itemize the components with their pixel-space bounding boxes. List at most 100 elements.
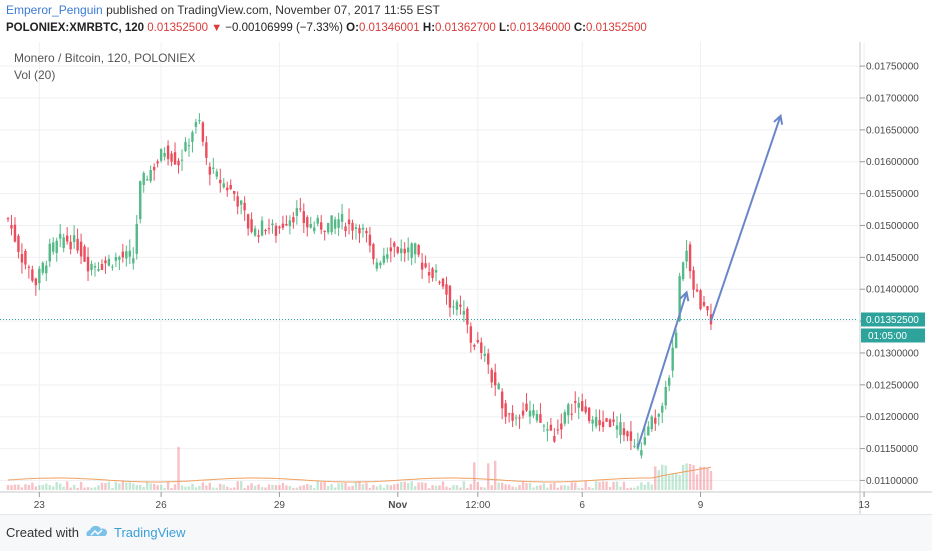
- candle-body: [410, 243, 413, 258]
- candle-body: [699, 290, 702, 310]
- volume-bar: [306, 484, 309, 490]
- open-value: 0.01346001: [358, 22, 420, 34]
- candle-body: [539, 414, 542, 423]
- candle-body: [173, 152, 177, 165]
- candle-body: [619, 422, 622, 436]
- candle-body: [542, 425, 546, 427]
- candle-body: [354, 227, 358, 229]
- volume-bar: [671, 473, 674, 490]
- volume-bar: [601, 481, 605, 490]
- candle-body: [31, 269, 34, 281]
- volume-bar: [417, 482, 420, 490]
- author-link[interactable]: Emperor_Penguin: [6, 3, 103, 17]
- candle-body: [511, 412, 514, 421]
- time-tick-label: 23: [34, 500, 46, 511]
- price-chart[interactable]: 0.01100000 0.01150000 0.01200000 0.01250000…: [0, 42, 932, 514]
- volume-bar: [382, 487, 386, 490]
- candle-body: [250, 219, 253, 232]
- price-tick-label: 0.01650000: [866, 125, 919, 136]
- volume-bar: [20, 487, 24, 490]
- volume-bar: [118, 483, 121, 490]
- volume-bar: [688, 463, 692, 490]
- candle-body: [685, 250, 688, 262]
- drawing-layer[interactable]: [636, 113, 784, 448]
- volume-bar: [375, 486, 379, 490]
- time-axis[interactable]: 23 26 29 Nov 12:00 6 9 13: [34, 492, 870, 511]
- candle-body: [497, 383, 500, 390]
- volume-bar: [246, 485, 250, 490]
- volume-bar: [149, 483, 152, 490]
- candle-body: [556, 429, 560, 431]
- symbol-label: POLONIEX:XMRBTC, 120: [6, 22, 145, 34]
- volume-bar: [702, 466, 706, 490]
- volume-bar: [434, 485, 438, 490]
- volume-bar: [507, 484, 511, 490]
- volume-bar: [215, 487, 218, 490]
- volume-bar: [34, 486, 38, 490]
- candle-body: [518, 417, 521, 419]
- volume-bar: [626, 488, 629, 490]
- candle-body: [159, 149, 163, 161]
- candlesticks[interactable]: [6, 113, 713, 459]
- price-tick-label: 0.01500000: [866, 221, 919, 232]
- volume-bar: [525, 483, 528, 490]
- volume-bar: [490, 485, 493, 490]
- volume-bar: [681, 464, 685, 490]
- candle-body: [340, 214, 344, 222]
- candle-body: [152, 166, 156, 171]
- volume-bar: [612, 481, 615, 490]
- volume-bar: [222, 484, 225, 490]
- volume-bar: [326, 486, 330, 490]
- candle-body: [574, 401, 577, 403]
- volume-bar: [163, 488, 166, 490]
- volume-bar: [13, 484, 17, 490]
- volume-bar: [500, 482, 504, 490]
- price-tick-label: 0.01450000: [866, 253, 919, 264]
- volume-bar: [337, 483, 340, 490]
- tradingview-link[interactable]: TradingView: [114, 525, 186, 540]
- candle-body: [52, 242, 55, 252]
- volume-bar: [445, 486, 448, 490]
- candle-body: [215, 171, 218, 177]
- candle-body: [65, 235, 69, 242]
- candle-body: [90, 263, 93, 271]
- candle-body: [59, 233, 62, 239]
- volume-bar: [208, 482, 212, 490]
- volume-bar: [194, 487, 198, 490]
- candle-body: [605, 418, 608, 422]
- low-value: 0.01346000: [509, 22, 571, 34]
- tradingview-cloud-icon[interactable]: [84, 523, 108, 541]
- volume-bar: [62, 486, 65, 490]
- candle-body: [487, 353, 490, 365]
- price-tick-label: 0.01200000: [866, 412, 919, 423]
- volume-bar: [640, 482, 643, 490]
- candle-body: [121, 251, 125, 258]
- volume-bar: [361, 484, 365, 490]
- candle-body: [480, 342, 483, 353]
- volume-bar: [591, 488, 594, 490]
- candle-body: [226, 187, 229, 191]
- volume-bar: [27, 484, 31, 490]
- current-price-tag: 0.01352500 01:05:00: [861, 312, 925, 343]
- candle-body: [560, 423, 563, 430]
- volume-bar: [274, 485, 278, 490]
- volume-bar: [316, 481, 319, 490]
- volume-bars: [6, 446, 713, 490]
- volume-bar: [581, 488, 584, 490]
- volume-bar: [647, 482, 650, 490]
- candle-body: [521, 410, 525, 416]
- candle-body: [10, 225, 13, 229]
- volume-bar: [264, 487, 267, 490]
- volume-bar: [542, 483, 546, 490]
- chart-title: Monero / Bitcoin, 120, POLONIEX: [14, 51, 195, 65]
- volume-bar: [313, 488, 316, 490]
- candle-body: [135, 224, 138, 254]
- candle-body: [156, 161, 159, 164]
- time-tick-label: 9: [698, 500, 704, 511]
- volume-bar: [494, 460, 497, 490]
- price-tick-label: 0.01250000: [866, 380, 919, 391]
- volume-bar: [226, 486, 229, 490]
- candle-body: [400, 248, 403, 254]
- candle-body: [34, 278, 38, 286]
- candle-body: [514, 417, 518, 419]
